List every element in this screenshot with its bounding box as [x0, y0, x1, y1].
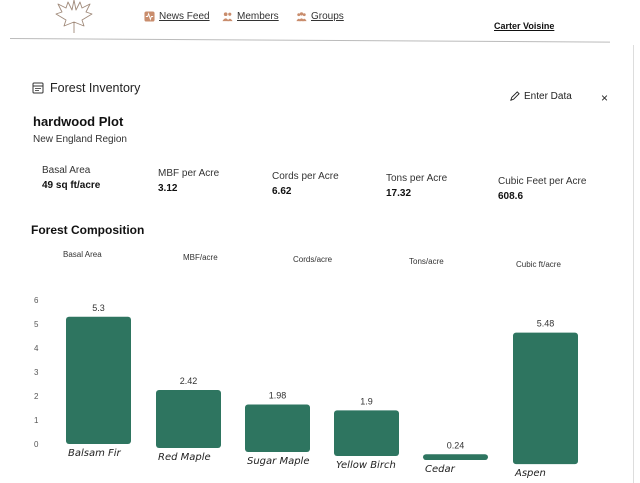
nav-news-feed-label: News Feed — [159, 11, 210, 22]
y-tick-label: 5 — [34, 320, 39, 329]
forest-composition-title: Forest Composition — [31, 223, 145, 237]
x-category-label: Aspen — [514, 468, 546, 479]
user-name-link[interactable]: Carter Voisine — [494, 21, 555, 31]
inventory-icon — [32, 82, 44, 94]
stat-value: 49 sq ft/acre — [42, 180, 101, 191]
stat-value: 3.12 — [158, 183, 178, 194]
y-tick-label: 4 — [34, 344, 39, 353]
metric-tab-basal-area[interactable]: Basal Area — [63, 250, 102, 259]
y-tick-label: 1 — [34, 416, 39, 425]
top-nav: News Feed Members Groups Carter Voisine — [0, 0, 640, 43]
close-icon[interactable]: × — [601, 91, 609, 105]
bar-value-label: 2.42 — [180, 376, 198, 386]
bar-value-label: 1.9 — [360, 396, 373, 406]
y-tick-label: 0 — [34, 440, 39, 449]
x-category-label: Yellow Birch — [336, 460, 396, 471]
bar-balsam-fir[interactable] — [66, 316, 131, 444]
stat-mbf-per-acre: MBF per Acre 3.12 — [158, 168, 219, 194]
metric-tab-cords[interactable]: Cords/acre — [293, 255, 333, 264]
bar-yellow-birch[interactable] — [334, 410, 399, 457]
stat-cords-per-acre: Cords per Acre 6.62 — [272, 171, 339, 197]
stat-label: Cubic Feet per Acre — [498, 176, 587, 187]
x-category-label: Balsam Fir — [68, 448, 122, 459]
bar-red-maple[interactable] — [156, 389, 221, 449]
plot-name: hardwood Plot — [33, 114, 124, 129]
x-category-label: Cedar — [425, 464, 456, 475]
metric-tab-cubic-ft[interactable]: Cubic ft/acre — [516, 260, 561, 269]
bar-value-label: 5.3 — [92, 303, 105, 313]
y-tick-label: 2 — [34, 392, 39, 401]
x-category-label: Red Maple — [158, 452, 211, 463]
panel-title: Forest Inventory — [32, 81, 140, 95]
stat-basal-area: Basal Area 49 sq ft/acre — [42, 165, 100, 191]
nav-news-feed[interactable]: News Feed — [144, 11, 210, 22]
stat-value: 6.62 — [272, 186, 292, 197]
stat-label: Cords per Acre — [272, 171, 339, 182]
members-icon — [222, 12, 233, 22]
stat-label: Basal Area — [42, 165, 91, 176]
stat-value: 17.32 — [386, 188, 412, 199]
stat-value: 608.6 — [498, 191, 524, 202]
nav-groups[interactable]: Groups — [296, 11, 344, 22]
bar-sugar-maple[interactable] — [245, 404, 310, 453]
y-tick-label: 3 — [34, 368, 39, 377]
metric-tab-mbf[interactable]: MBF/acre — [183, 253, 218, 262]
y-tick-label: 6 — [34, 296, 39, 305]
panel-title-label: Forest Inventory — [50, 81, 141, 95]
nav-members-label: Members — [237, 11, 279, 22]
metric-tab-tons[interactable]: Tons/acre — [409, 257, 444, 266]
stat-tons-per-acre: Tons per Acre 17.32 — [386, 173, 447, 199]
panel-edge — [633, 45, 634, 483]
bar-value-label: 0.24 — [447, 440, 465, 450]
bar-cedar[interactable] — [423, 454, 488, 461]
x-category-label: Sugar Maple — [247, 456, 310, 467]
enter-data-label: Enter Data — [524, 91, 572, 102]
enter-data-button[interactable]: Enter Data — [509, 91, 572, 102]
activity-icon — [144, 11, 155, 22]
stat-label: MBF per Acre — [158, 168, 220, 179]
stat-label: Tons per Acre — [386, 173, 448, 184]
stat-cubic-feet-per-acre: Cubic Feet per Acre 608.6 — [498, 176, 586, 202]
plot-region: New England Region — [33, 134, 127, 145]
bar-value-label: 5.48 — [537, 319, 555, 329]
nav-members[interactable]: Members — [222, 11, 279, 22]
nav-groups-label: Groups — [311, 11, 344, 22]
bar-value-label: 1.98 — [269, 391, 287, 401]
groups-icon — [296, 12, 307, 22]
pencil-icon — [510, 91, 520, 101]
maple-leaf-logo-icon[interactable] — [50, 0, 98, 34]
bar-aspen[interactable] — [513, 332, 578, 465]
